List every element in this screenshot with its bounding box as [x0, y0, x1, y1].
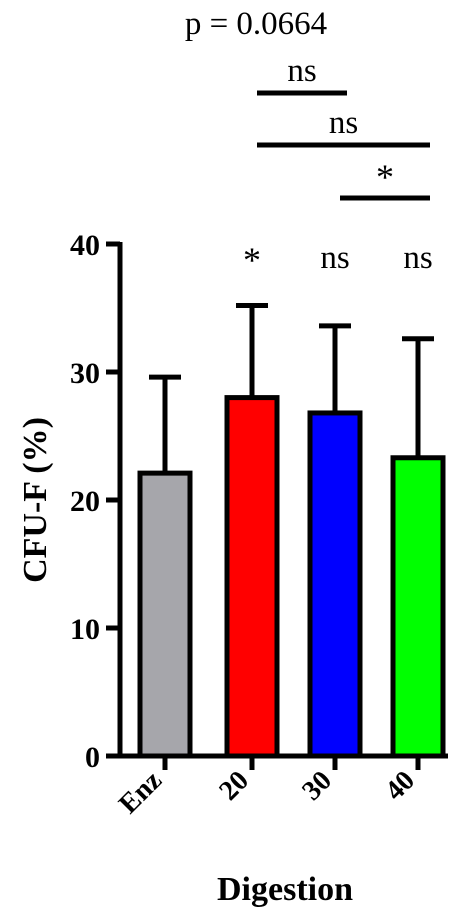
significance-label: ns [320, 240, 349, 276]
x-tick-label: 20 [213, 765, 255, 807]
bar-enz [137, 470, 193, 759]
y-axis: 0 10 20 30 40 [70, 229, 123, 774]
bar-annotations: * ns ns [243, 240, 433, 280]
significance-label: ns [403, 240, 432, 276]
comparison-label: ns [287, 53, 316, 89]
y-tick-label: 40 [70, 229, 100, 262]
y-tick-label: 30 [70, 357, 100, 390]
x-tick-label: 30 [296, 765, 338, 807]
comparison-label: * [376, 157, 394, 197]
x-tick-label: 40 [379, 765, 421, 807]
x-tick-label: Enz [113, 765, 168, 820]
y-tick-label: 10 [70, 613, 100, 646]
y-tick-label: 20 [70, 485, 100, 518]
comparison-label: ns [329, 105, 358, 141]
x-axis-label: Digestion [217, 871, 353, 908]
bars [137, 395, 446, 759]
bar-40 [390, 455, 446, 759]
p-value-label: p = 0.0664 [185, 6, 327, 42]
error-bars [149, 302, 434, 474]
bar-30 [307, 410, 363, 759]
significance-label: * [243, 240, 261, 280]
x-axis: Enz 20 30 40 [113, 753, 448, 820]
y-tick-label: 0 [85, 741, 100, 774]
y-axis-label: CFU-F (%) [17, 417, 54, 583]
bar-20 [224, 395, 280, 759]
